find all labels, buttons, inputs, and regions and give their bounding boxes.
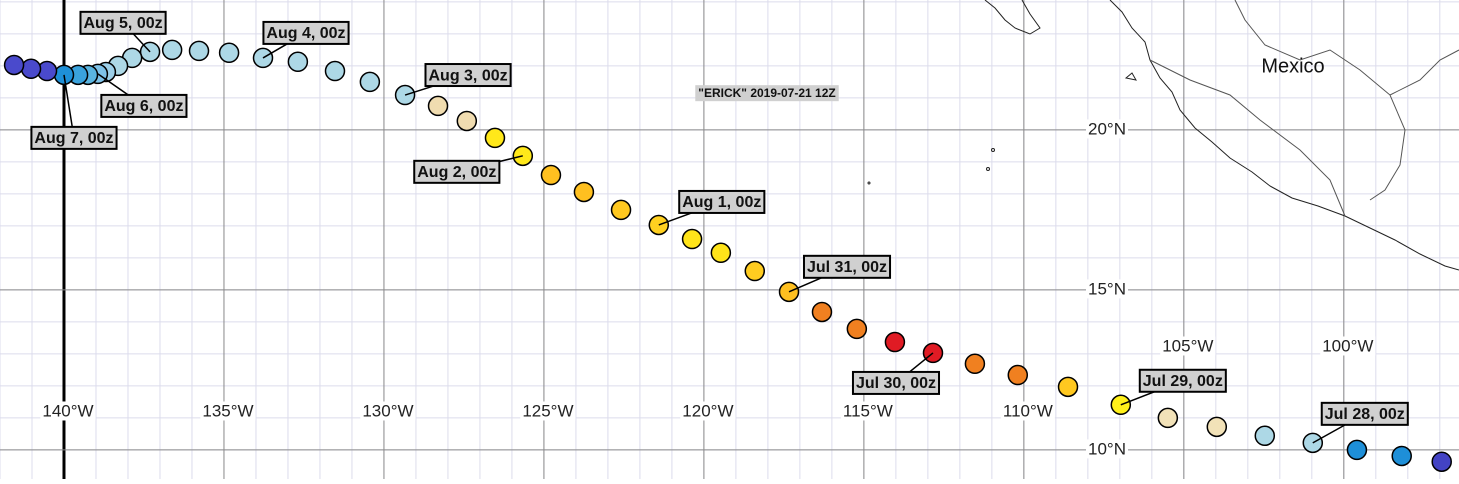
track-point: [811, 301, 833, 323]
track-point: [324, 60, 346, 82]
tick-label-background: [840, 401, 895, 421]
track-point: [1057, 376, 1079, 398]
track-point: [573, 181, 595, 203]
tick-label-background: [40, 401, 96, 421]
annotation-label: Aug 2, 00z: [417, 164, 496, 181]
tick-labels: 140°W 135°W 130°W 125°W 120°W 115°W 110°W 105°W…: [40, 119, 1376, 459]
y-tick-label: 10°N: [1088, 439, 1126, 458]
track-point: [3, 54, 25, 76]
annotation-box: [424, 63, 512, 88]
annotation-label: Aug 7, 00z: [34, 130, 113, 147]
border: [1234, 0, 1406, 201]
annotation-label: Jul 28, 00z: [1325, 406, 1405, 423]
track-point: [1206, 416, 1228, 438]
island: [867, 181, 871, 185]
track-point: [161, 39, 183, 61]
annotations: Jul 28, 00z Jul 29, 00z Jul 30, 00z Jul 31,…: [30, 10, 1409, 444]
tick-label-background: [200, 401, 256, 421]
tick-label-background: [1320, 336, 1376, 356]
annotation-box: [100, 93, 188, 118]
x-tick-label: 140°W: [42, 401, 93, 420]
track-point: [1391, 445, 1412, 467]
track-point: [1346, 439, 1368, 461]
annotation-box: [851, 370, 941, 395]
annotation-box: [1320, 401, 1409, 426]
annotation-box: [30, 125, 118, 150]
tick-label-background: [1160, 336, 1216, 356]
annotation-box: [1138, 368, 1227, 393]
x-tick-label: 110°W: [1003, 401, 1053, 420]
annotation-label: Jul 31, 00z: [807, 259, 887, 276]
annotation-label: Aug 6, 00z: [104, 98, 183, 115]
coastline: [1109, 0, 1459, 271]
annotation-box: [262, 20, 350, 45]
x-tick-label: 115°W: [843, 401, 893, 420]
track-point: [540, 164, 562, 186]
track-point: [964, 353, 986, 375]
tick-label-background: [1000, 401, 1055, 421]
track-point: [610, 199, 632, 221]
track-point: [744, 260, 766, 282]
track-point: [484, 127, 506, 149]
island: [991, 148, 995, 152]
coastline: [867, 0, 1459, 271]
track: [3, 39, 1452, 472]
annotation-label: Aug 4, 00z: [266, 25, 345, 42]
title-background: [695, 85, 839, 102]
tick-label-background: [520, 401, 576, 421]
tick-label-background: [1086, 279, 1128, 299]
annotation-label: Aug 5, 00z: [83, 15, 162, 32]
track-point: [1007, 364, 1029, 386]
track-point: [218, 42, 240, 64]
island: [1124, 72, 1137, 81]
x-tick-label: 100°W: [1322, 336, 1373, 355]
annotation-box: [79, 10, 167, 35]
track-point: [846, 318, 868, 340]
track-point: [427, 95, 449, 117]
annotation-label: Jul 30, 00z: [856, 375, 936, 392]
track-point: [456, 110, 478, 132]
place-label: Mexico: [1261, 55, 1324, 77]
track-point: [681, 228, 703, 250]
island: [986, 167, 990, 171]
annotation-box: [413, 159, 501, 184]
annotation-label: Jul 29, 00z: [1143, 373, 1223, 390]
annotation-box: [802, 254, 892, 279]
x-tick-label: 105°W: [1162, 336, 1213, 355]
tick-label-background: [1086, 439, 1128, 459]
tick-label-background: [360, 401, 416, 421]
track-point: [884, 331, 906, 353]
track-point: [1157, 407, 1179, 429]
track-point: [359, 71, 381, 93]
y-tick-label: 20°N: [1088, 119, 1126, 138]
track-point: [287, 51, 309, 73]
x-tick-label: 130°W: [362, 401, 413, 420]
track-point: [1431, 451, 1452, 472]
tick-label-background: [1086, 119, 1128, 139]
border: [1389, 49, 1459, 96]
x-tick-label: 135°W: [202, 401, 253, 420]
track-point: [1254, 425, 1276, 447]
annotation-label: Aug 1, 00z: [682, 194, 761, 211]
x-tick-label: 125°W: [522, 401, 573, 420]
annotation-box: [678, 189, 766, 214]
map-title: "ERICK" 2019-07-21 12Z: [698, 86, 835, 100]
tick-label-background: [680, 401, 736, 421]
track-point: [188, 40, 210, 62]
x-tick-label: 120°W: [682, 401, 733, 420]
coastline: [984, 0, 1041, 35]
y-tick-label: 15°N: [1088, 279, 1126, 298]
border: [1149, 59, 1346, 217]
annotation-label: Aug 3, 00z: [428, 67, 507, 84]
track-point: [20, 58, 42, 80]
track-point: [710, 242, 732, 264]
